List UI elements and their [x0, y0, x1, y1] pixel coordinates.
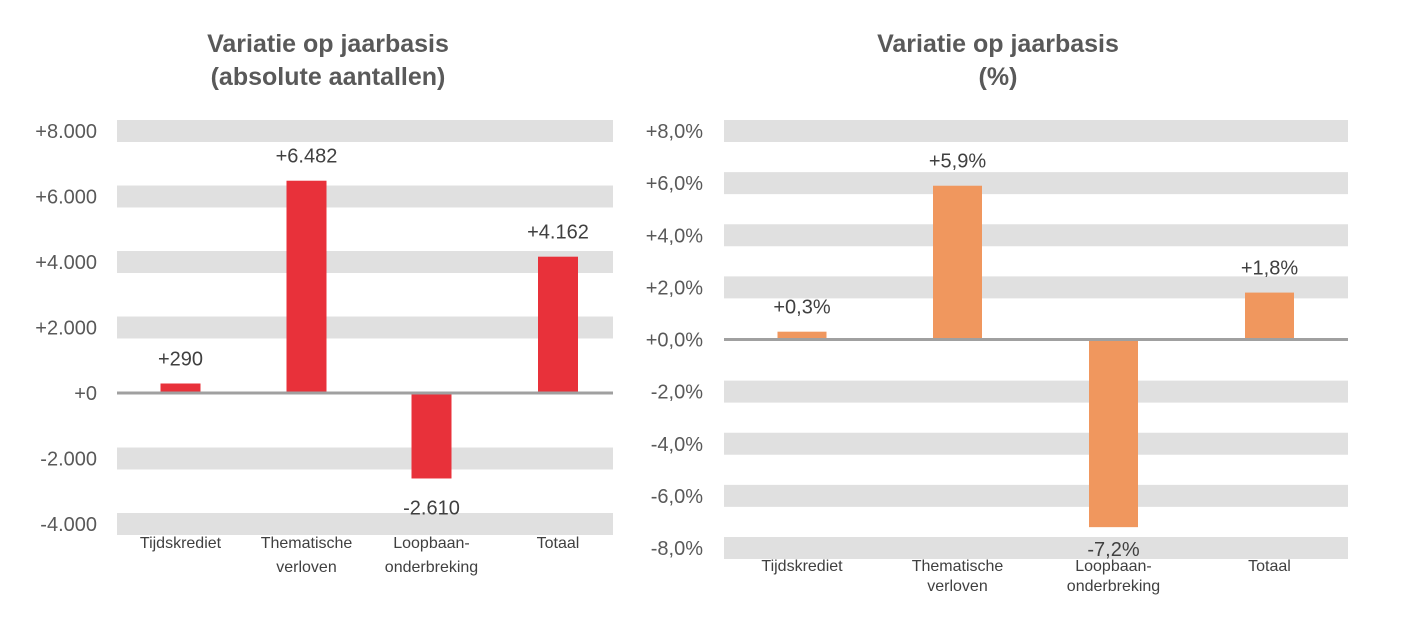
chart-title: (%)	[979, 63, 1018, 91]
grid-band	[724, 224, 1348, 247]
y-tick-label: -6,0%	[651, 486, 703, 508]
category-label: Thematische	[261, 535, 353, 552]
y-tick-label: +4,0%	[646, 225, 703, 247]
data-label: -7,2%	[1087, 539, 1139, 561]
grid-band	[724, 537, 1348, 559]
category-label: Totaal	[1248, 558, 1291, 575]
bar	[160, 383, 201, 393]
category-label: Tijdskrediet	[140, 535, 222, 552]
data-label: -2.610	[403, 497, 460, 519]
category-label: Totaal	[537, 535, 580, 552]
y-tick-label: -4,0%	[651, 434, 703, 456]
grid-band	[117, 185, 613, 208]
grid-band	[724, 432, 1348, 455]
y-tick-label: +4.000	[35, 252, 97, 274]
bar	[538, 256, 578, 393]
category-label: verloven	[276, 559, 336, 576]
category-label: Thematische	[912, 558, 1004, 575]
category-label: Tijdskrediet	[761, 558, 843, 575]
bar	[933, 185, 982, 340]
grid-band	[117, 316, 613, 339]
grid-band	[117, 513, 613, 535]
chart-title: Variatie op jaarbasis	[877, 30, 1119, 58]
y-tick-label: +2.000	[35, 318, 97, 340]
bar	[1245, 292, 1294, 340]
category-label: onderbreking	[385, 559, 478, 576]
data-label: +5,9%	[929, 151, 986, 173]
grid-band	[117, 120, 613, 142]
grid-band	[117, 447, 613, 470]
category-label: onderbreking	[1067, 578, 1160, 595]
bar	[286, 180, 327, 393]
y-tick-label: +2,0%	[646, 277, 703, 299]
y-tick-label: +0,0%	[646, 330, 703, 352]
y-tick-label: +6.000	[35, 187, 97, 209]
data-label: +290	[158, 349, 203, 371]
chart-title: (absolute aantallen)	[211, 63, 446, 91]
grid-band	[724, 276, 1348, 299]
data-label: +6.482	[276, 146, 338, 168]
y-tick-label: +8,0%	[646, 121, 703, 143]
bar	[411, 393, 452, 479]
y-tick-label: -4.000	[40, 514, 97, 536]
bar	[777, 331, 827, 340]
y-tick-label: -2.000	[40, 449, 97, 471]
grid-band	[724, 380, 1348, 403]
grid-band	[724, 120, 1348, 142]
category-label: Loopbaan-	[393, 535, 470, 552]
y-tick-label: +0	[74, 383, 97, 405]
data-label: +4.162	[527, 222, 589, 244]
data-label: +1,8%	[1241, 258, 1298, 280]
y-tick-label: +6,0%	[646, 173, 703, 195]
grid-band	[724, 172, 1348, 195]
chart-title: Variatie op jaarbasis	[207, 30, 449, 58]
data-label: +0,3%	[773, 297, 830, 319]
y-tick-label: +8.000	[35, 121, 97, 143]
grid-band	[724, 484, 1348, 507]
y-tick-label: -8,0%	[651, 538, 703, 560]
grid-band	[117, 251, 613, 273]
category-label: Loopbaan-	[1075, 558, 1152, 575]
bar	[1089, 339, 1138, 528]
y-tick-label: -2,0%	[651, 382, 703, 404]
category-label: verloven	[927, 578, 987, 595]
